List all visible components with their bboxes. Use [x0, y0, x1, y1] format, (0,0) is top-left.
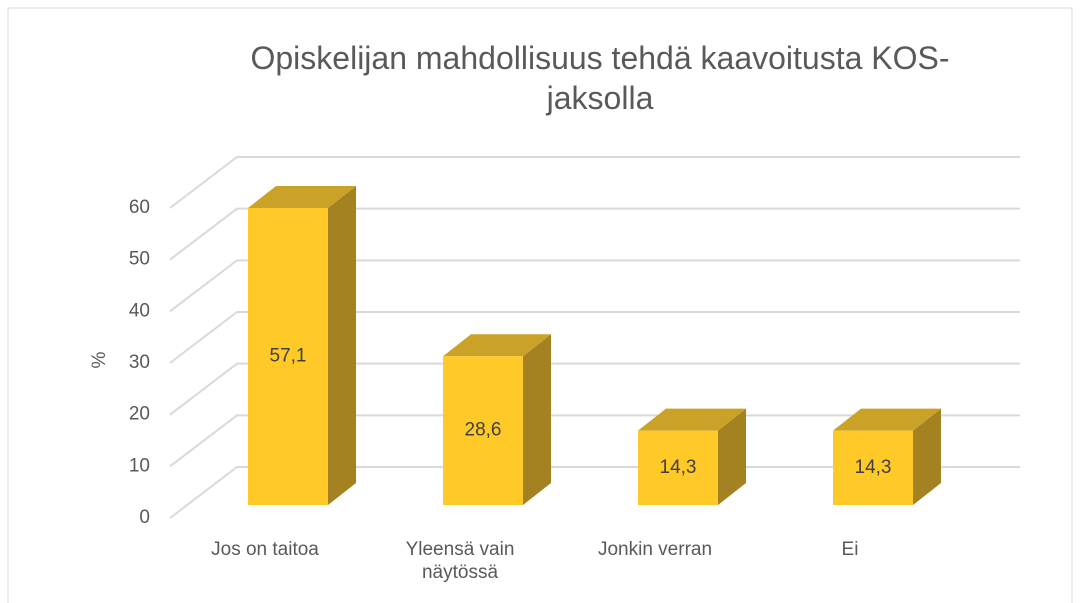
value-label: 14,3: [855, 457, 892, 478]
y-tick-label: 0: [139, 507, 150, 528]
bar: [248, 208, 328, 505]
bar-side: [328, 186, 356, 505]
x-tick-label: Jonkin verran: [597, 539, 713, 560]
bar-top: [833, 408, 941, 431]
y-tick-label: 40: [129, 300, 150, 321]
x-tick-label: Jos on taitoa: [211, 539, 319, 560]
bar-side: [523, 334, 551, 505]
value-label: 57,1: [270, 346, 307, 367]
bar-top: [638, 408, 746, 431]
bar-side: [718, 408, 746, 505]
chart-title: Opiskelijan mahdollisuus tehdä kaavoitus…: [250, 40, 950, 116]
x-tick-label: Yleensä vain näytössä: [405, 539, 515, 583]
bar-top: [248, 186, 356, 208]
chart-border: [7, 7, 1073, 603]
bar: [638, 430, 718, 505]
y-tick-label: 60: [129, 197, 150, 218]
value-label: 28,6: [465, 420, 502, 441]
grid-line: [169, 156, 1020, 209]
grid-line: [169, 466, 1020, 519]
y-tick-label: 20: [129, 404, 150, 425]
bar-top: [443, 334, 551, 357]
bar-side: [913, 408, 941, 505]
x-tick-label: Ei: [841, 539, 859, 560]
grid-line: [169, 311, 1020, 364]
bar: [443, 356, 523, 505]
y-tick-label: 50: [129, 249, 150, 270]
grid-line: [169, 259, 1020, 313]
value-label: 14,3: [660, 457, 697, 478]
y-axis-label: %: [89, 351, 110, 368]
bar: [833, 430, 913, 505]
grid-line: [169, 207, 1020, 261]
grid-line: [169, 414, 1020, 468]
grid-line: [169, 362, 1020, 416]
y-tick-label: 30: [129, 352, 150, 373]
y-tick-label: 10: [129, 455, 150, 476]
